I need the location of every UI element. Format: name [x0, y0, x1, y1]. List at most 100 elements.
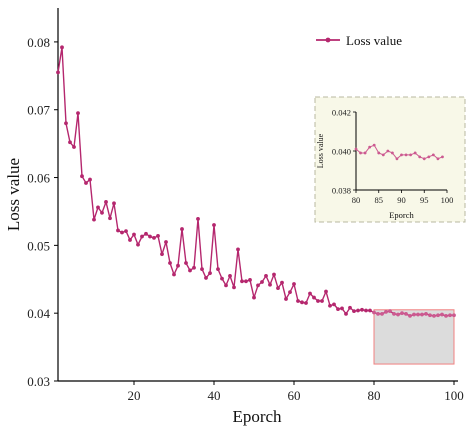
inset-data-point [363, 151, 367, 155]
loss-data-point [328, 303, 332, 308]
loss-data-point [448, 313, 452, 318]
inset-y-tick-label: 0.040 [332, 147, 351, 157]
loss-data-point [84, 181, 88, 185]
inset-data-point [386, 149, 390, 153]
y-tick-label: 0.08 [27, 35, 50, 50]
loss-data-point [156, 233, 160, 238]
loss-data-point [164, 240, 168, 244]
x-tick-label: 20 [128, 388, 141, 403]
loss-data-point [172, 272, 176, 277]
loss-data-point [60, 45, 64, 50]
loss-data-point [276, 286, 280, 290]
inset-data-point [372, 143, 376, 147]
inset-data-point [395, 157, 399, 161]
loss-data-point [268, 282, 272, 287]
loss-data-point [452, 313, 456, 318]
inset-data-point [359, 151, 362, 155]
loss-data-point [128, 238, 132, 242]
loss-data-point [204, 276, 208, 280]
loss-data-point [248, 278, 252, 282]
loss-data-point [68, 140, 72, 145]
inset-data-point [413, 151, 417, 155]
loss-data-point [392, 311, 396, 316]
inset-x-tick-label: 85 [375, 195, 384, 205]
x-axis-title: Eporch [232, 407, 282, 426]
inset-plot-area: 0.038 0.040 0.042 80 85 90 95 100 Eporch Loss val… [314, 96, 466, 223]
inset-data-point [427, 155, 431, 159]
loss-data-point [376, 311, 380, 316]
inset-data-point [354, 147, 358, 151]
x-tick-label: 100 [444, 388, 464, 403]
loss-data-point [64, 121, 68, 126]
loss-data-point [176, 263, 180, 268]
loss-data-point [212, 223, 216, 227]
loss-data-point [88, 177, 92, 182]
loss-data-point [416, 312, 420, 317]
loss-data-point [272, 272, 276, 277]
loss-data-point [188, 268, 192, 273]
loss-data-point [252, 295, 256, 300]
loss-data-point [348, 305, 352, 310]
loss-data-point [208, 271, 212, 276]
loss-data-point [224, 283, 228, 288]
loss-data-point [132, 232, 136, 237]
loss-data-point [400, 311, 404, 316]
y-tick-label: 0.06 [27, 171, 50, 186]
loss-data-point [264, 273, 268, 278]
loss-data-point [180, 227, 184, 231]
loss-data-point [304, 301, 308, 305]
loss-data-point [388, 309, 392, 314]
loss-series-line [57, 46, 454, 317]
loss-data-point [424, 311, 428, 316]
main-plot-area: 0.03 0.04 0.05 0.06 0.07 0.08 20 40 60 80 100 Eporc… [4, 8, 464, 426]
x-tick-label: 80 [368, 388, 381, 403]
inset-data-point [409, 153, 412, 157]
inset-data-point [404, 153, 408, 157]
loss-data-point [124, 229, 128, 234]
loss-data-point [292, 282, 296, 286]
inset-x-tick-label: 95 [420, 195, 429, 205]
loss-data-point [412, 312, 416, 317]
loss-data-point [168, 261, 172, 265]
loss-data-point [104, 200, 108, 204]
loss-data-point [296, 299, 300, 303]
loss-data-point [76, 111, 80, 116]
inset-data-point [368, 145, 372, 149]
loss-data-point [396, 312, 400, 317]
inset-data-point [436, 157, 440, 161]
inset-data-point [400, 153, 403, 157]
y-axis-title: Loss value [4, 158, 23, 231]
loss-data-point [192, 265, 196, 270]
inset-data-point [391, 151, 394, 155]
inset-y-axis-title: Loss value [316, 133, 325, 168]
inset-x-tick-label: 100 [441, 195, 454, 205]
y-tick-label: 0.03 [27, 374, 50, 389]
inset-data-point [377, 151, 381, 155]
loss-data-point [80, 174, 84, 179]
loss-data-point [256, 283, 260, 288]
inset-x-tick-label: 80 [352, 195, 361, 205]
loss-data-point [260, 280, 264, 284]
loss-data-point [240, 279, 244, 284]
loss-data-point [404, 311, 408, 316]
inset-x-tick-label: 90 [397, 195, 406, 205]
inset-data-point [431, 153, 435, 157]
loss-data-point [148, 234, 152, 239]
loss-data-point [316, 299, 320, 303]
loss-data-point [372, 310, 376, 315]
loss-data-point [96, 205, 100, 210]
x-tick-label: 60 [288, 388, 301, 403]
loss-data-point [308, 291, 312, 296]
loss-data-point [432, 313, 436, 318]
loss-data-point [368, 308, 372, 313]
loss-data-point [440, 312, 444, 317]
legend: Loss value [316, 33, 402, 48]
zoom-highlight-region [373, 309, 455, 365]
loss-data-point [356, 308, 360, 313]
loss-data-point [100, 210, 104, 215]
loss-data-point [120, 230, 124, 235]
loss-data-point [280, 280, 284, 285]
inset-data-point [441, 155, 444, 159]
loss-data-point [312, 295, 316, 300]
loss-data-point [340, 306, 344, 311]
